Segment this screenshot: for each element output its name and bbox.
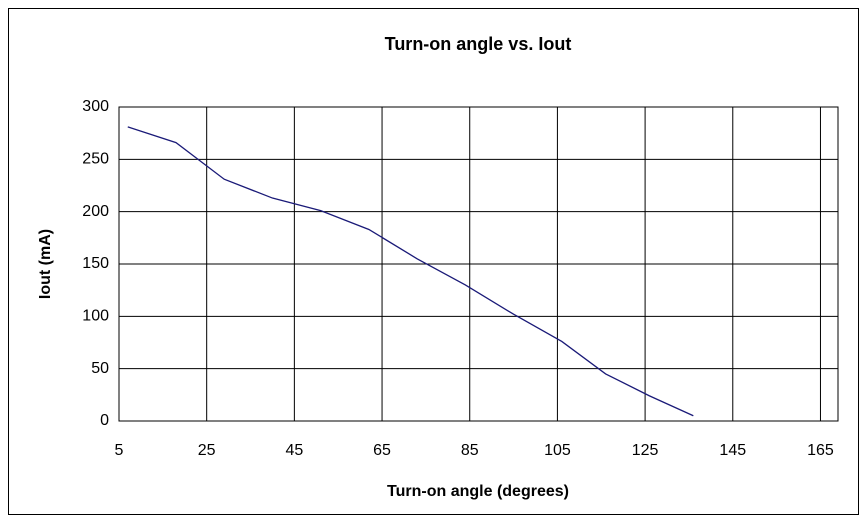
x-tick-label: 165 — [807, 442, 834, 459]
x-tick-label: 105 — [544, 442, 571, 459]
y-tick-label: 200 — [82, 203, 109, 220]
y-tick-label: 150 — [82, 255, 109, 272]
x-tick-label: 125 — [632, 442, 659, 459]
x-tick-label: 25 — [198, 442, 216, 459]
y-tick-label: 100 — [82, 308, 109, 325]
x-tick-label: 45 — [285, 442, 303, 459]
y-axis-label: Iout (mA) — [37, 229, 54, 299]
y-tick-label: 300 — [82, 98, 109, 115]
x-axis-label: Turn-on angle (degrees) — [387, 483, 569, 500]
x-tick-label: 85 — [461, 442, 479, 459]
y-tick-label: 250 — [82, 151, 109, 168]
x-tick-label: 65 — [373, 442, 391, 459]
x-tick-label: 145 — [719, 442, 746, 459]
y-tick-label: 0 — [100, 412, 109, 429]
x-tick-label: 5 — [115, 442, 124, 459]
chart-title: Turn-on angle vs. Iout — [385, 34, 572, 54]
y-tick-label: 50 — [91, 360, 109, 377]
data-line — [127, 126, 694, 417]
